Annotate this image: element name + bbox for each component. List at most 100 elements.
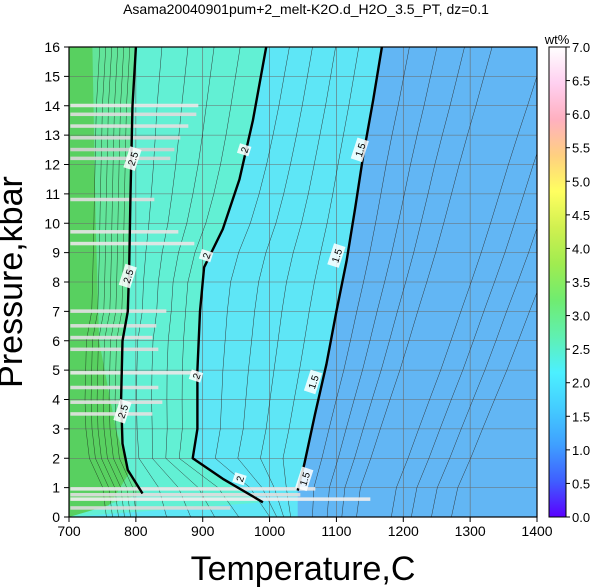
colorbar-tick-label: 3.5 (572, 275, 590, 290)
plot-area: 1.5 1.5 1.5 1.5 2 2 2 2 2.5 2.5 2.5 700 800 900 1000 1… (44, 39, 552, 539)
contour-label: 2.5 (117, 403, 132, 420)
colorbar-tick-label: 6.0 (572, 107, 590, 122)
contour-label: 1.5 (330, 247, 345, 264)
colorbar-tick-label: 5.5 (572, 141, 590, 156)
colorbar-tick-label: 4.0 (572, 241, 590, 256)
data-gap-streak (70, 147, 175, 152)
x-axis-label: Temperature,C (191, 550, 416, 587)
colorbar-tick-label: 0.0 (572, 510, 590, 525)
contour-label: 2 (240, 146, 252, 155)
minor-contour (341, 47, 465, 517)
minor-contour (391, 75, 537, 517)
colorbar-tick-label: 3.0 (572, 309, 590, 324)
data-gap-streak (70, 197, 155, 202)
data-gap-streak (70, 324, 157, 328)
contour-label-bg (123, 146, 142, 171)
y-tick-label: 4 (52, 392, 60, 408)
colorbar-tick-label: 1.0 (572, 443, 590, 458)
contour-label-group: 2 (236, 143, 252, 157)
contour-label: 2.5 (127, 150, 142, 167)
colorbar-ramp (548, 46, 567, 518)
minor-contour (178, 47, 241, 517)
y-tick-label: 10 (44, 215, 60, 231)
y-tick-label: 3 (52, 421, 60, 437)
data-gap-streak (70, 309, 167, 313)
contour-label-group: 2.5 (118, 263, 137, 289)
contour-label-group: 2 (198, 248, 214, 263)
colorbar-tick-label: 6.5 (572, 74, 590, 89)
colorbar-tick-label: 7.0 (572, 40, 590, 55)
data-gap-streak (70, 492, 301, 497)
minor-contour (312, 47, 410, 517)
data-gap-streak (70, 497, 371, 501)
contour-label: 1.5 (298, 471, 313, 488)
y-tick-label: 16 (44, 39, 60, 55)
contour-label-group: 2 (188, 369, 204, 383)
contour-label-bg (118, 263, 137, 289)
data-gap-streak (70, 335, 153, 340)
chart-title: Asama20040901pum+2_melt-K2O.d_H2O_3.5_PT… (123, 1, 489, 17)
data-gap-streak (70, 400, 163, 404)
contour-label: 2 (191, 372, 203, 381)
data-gap-streak (70, 103, 199, 108)
x-tick-label: 800 (124, 523, 148, 539)
y-tick-label: 1 (52, 480, 60, 496)
contour-label-group: 1.5 (303, 369, 323, 395)
y-axis-label: Pressure,kbar (0, 176, 30, 388)
minor-contour (451, 291, 537, 517)
minor-contour (165, 47, 215, 517)
contour-label-group: 2.5 (123, 146, 142, 171)
contour-label-bg (188, 369, 204, 383)
x-tick-label: 1400 (521, 523, 552, 539)
minor-contour (411, 152, 537, 517)
minor-contour (215, 47, 290, 517)
contour-label: 2 (201, 251, 213, 260)
colorbar-label: wt% (544, 32, 570, 47)
colorbar: wt% 0.0 0.5 1.0 1.5 2.0 2.5 3.0 3.5 4.0 4.5 5.0 5.5… (544, 32, 590, 525)
data-gap-streak (70, 124, 189, 128)
data-gap-streak (70, 506, 231, 510)
y-tick-label: 7 (52, 303, 60, 319)
x-tick-label: 1300 (455, 523, 486, 539)
y-tick-label: 13 (44, 127, 60, 143)
y-tick-label: 6 (52, 333, 60, 349)
data-gap-streak (70, 136, 181, 140)
y-tick-label: 15 (44, 68, 60, 84)
contour-label-group: 1.5 (327, 243, 346, 268)
minor-contour (326, 47, 438, 517)
contour-label: 1.5 (307, 374, 322, 391)
y-tick-label: 9 (52, 245, 60, 261)
minor-contour (356, 47, 493, 517)
y-tick-label: 8 (52, 274, 60, 290)
contour-label-bg (350, 137, 369, 163)
contour-label-bg (295, 466, 314, 492)
colorbar-tick-label: 4.5 (572, 208, 590, 223)
colorbar-tick-label: 5.0 (572, 174, 590, 189)
contour-label: 1.5 (354, 142, 369, 159)
data-gap-streak (70, 156, 171, 161)
x-tick-label: 700 (57, 523, 81, 539)
colorbar-tick-label: 1.5 (572, 409, 590, 424)
data-gap-streak (70, 487, 316, 491)
contour-label: 2.5 (122, 268, 137, 285)
contour-label-group: 2.5 (113, 398, 132, 424)
y-tick-label: 12 (44, 157, 60, 173)
data-gap-streak (70, 371, 199, 375)
contour-label-bg (236, 143, 252, 157)
contour-label-bg (303, 369, 323, 395)
minor-contour (237, 47, 313, 517)
y-tick-label: 14 (44, 98, 60, 114)
data-gap-streak (70, 385, 159, 390)
minor-contour (431, 227, 537, 517)
colorbar-tick-label: 2.5 (572, 342, 590, 357)
data-gap-streak (70, 347, 159, 352)
contour-label-bg (232, 472, 247, 486)
y-tick-label: 5 (52, 362, 60, 378)
y-tick-label: 0 (52, 509, 60, 525)
contour-label-bg (198, 248, 214, 263)
contour-label: 2 (235, 475, 247, 484)
x-tick-label: 1000 (254, 523, 285, 539)
data-gap-streak (70, 241, 195, 246)
colorbar-tick-label: 0.5 (572, 476, 590, 491)
